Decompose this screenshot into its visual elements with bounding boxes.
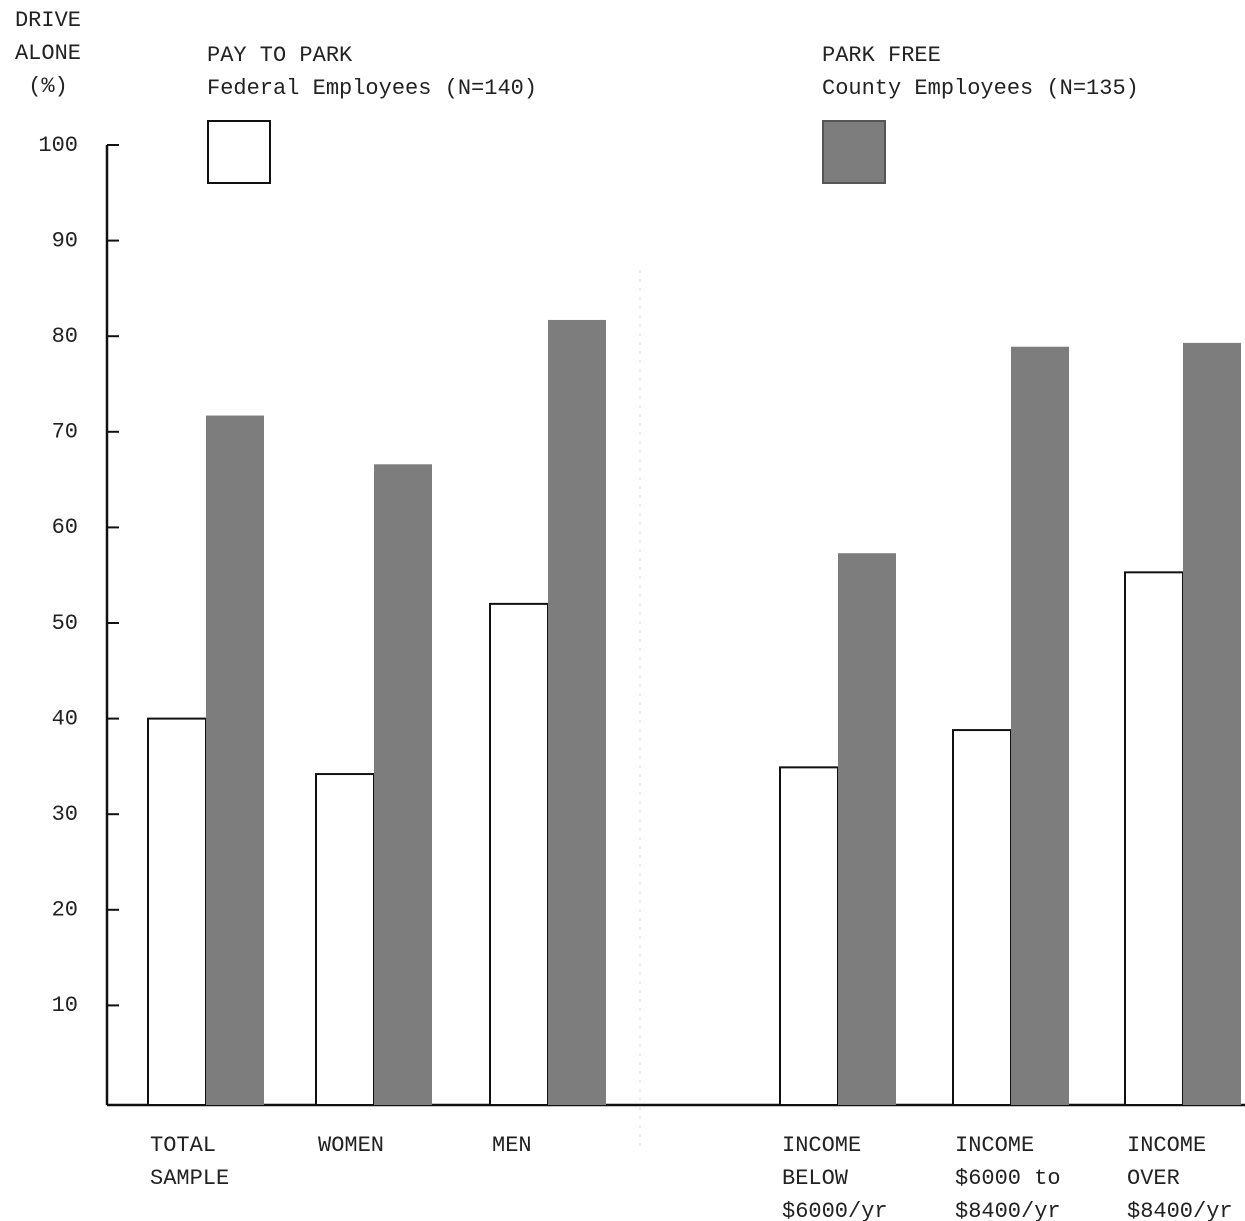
y-tick-label: 20 [52, 898, 78, 923]
x-tick-label: BELOW [782, 1166, 849, 1191]
x-tick-label: INCOME [1127, 1133, 1206, 1158]
bar [490, 604, 548, 1105]
legend-swatch [208, 121, 270, 183]
y-tick-label: 90 [52, 228, 78, 253]
legend-swatch [823, 121, 885, 183]
y-axis-title: ALONE [15, 41, 81, 66]
x-tick-label: $6000/yr [782, 1199, 888, 1221]
y-tick-label: 70 [52, 420, 78, 445]
y-tick-label: 60 [52, 515, 78, 540]
y-tick-label: 40 [52, 706, 78, 731]
legend-label: PARK FREE [822, 43, 941, 68]
legend-group: Federal Employees (N=140) [207, 76, 537, 101]
x-tick-label: $8400/yr [1127, 1199, 1233, 1221]
x-tick-label: INCOME [955, 1133, 1034, 1158]
y-tick-label: 50 [52, 611, 78, 636]
bar [1183, 343, 1241, 1105]
chart: DRIVE ALONE (%) 10 20 30 40 50 60 70 80 90 100 PAY TO… [0, 0, 1245, 1221]
bar [316, 774, 374, 1105]
x-tick-label: WOMEN [318, 1133, 384, 1158]
bar [1011, 347, 1069, 1105]
bar [374, 464, 432, 1105]
x-tick-label: INCOME [782, 1133, 861, 1158]
y-axis-title: DRIVE [15, 8, 81, 33]
legend-label: PAY TO PARK [207, 43, 353, 68]
bar [148, 719, 206, 1105]
x-tick-label: MEN [492, 1133, 532, 1158]
x-tick-label: OVER [1127, 1166, 1180, 1191]
x-tick-label: SAMPLE [150, 1166, 229, 1191]
y-tick-label: 30 [52, 802, 78, 827]
bar [953, 730, 1011, 1105]
x-tick-label: $8400/yr [955, 1199, 1061, 1221]
bar [206, 416, 264, 1105]
y-tick-label: 10 [52, 993, 78, 1018]
bar [780, 767, 838, 1105]
y-tick-label: 100 [38, 133, 78, 158]
bar [548, 320, 606, 1105]
y-tick-label: 80 [52, 324, 78, 349]
legend-group: County Employees (N=135) [822, 76, 1139, 101]
bar [838, 553, 896, 1105]
bar [1125, 572, 1183, 1105]
y-axis-title: (%) [28, 74, 68, 99]
x-tick-label: $6000 to [955, 1166, 1061, 1191]
x-tick-label: TOTAL [150, 1133, 216, 1158]
